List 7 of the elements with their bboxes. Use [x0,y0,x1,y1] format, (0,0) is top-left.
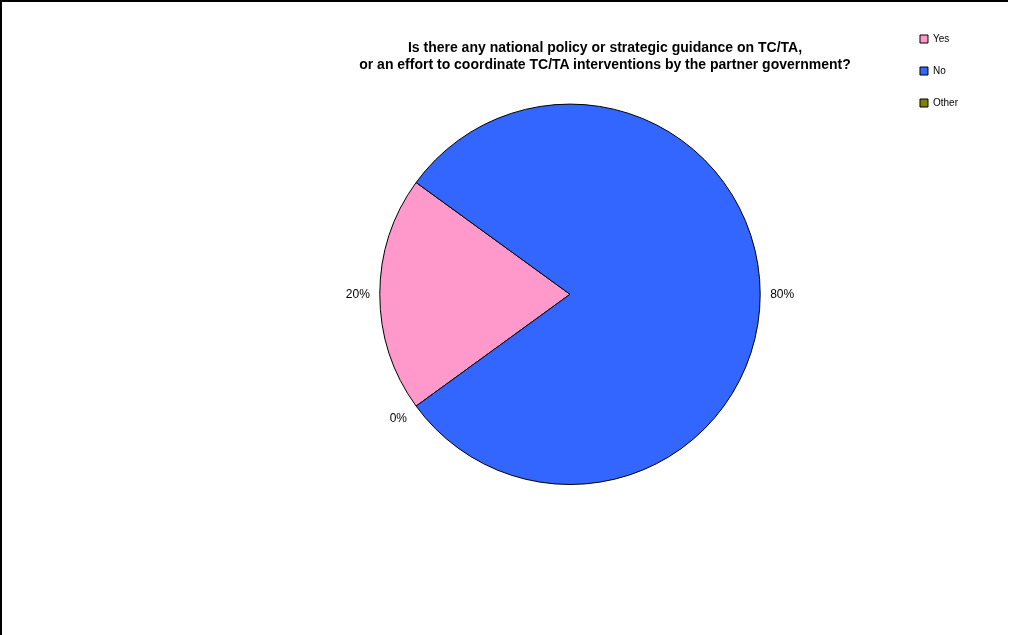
data-label: 20% [345,286,371,301]
text: Is there any national policy or strategic guidance on TC/TA, or an effort to coordinate TC/TA interventions by the partner government? [359,39,851,73]
legend-label: Yes [932,32,950,44]
text: 0% [389,411,407,426]
data-label: 80% [770,286,795,301]
legend-label: Other [932,96,959,108]
legend-label: No [932,64,947,76]
